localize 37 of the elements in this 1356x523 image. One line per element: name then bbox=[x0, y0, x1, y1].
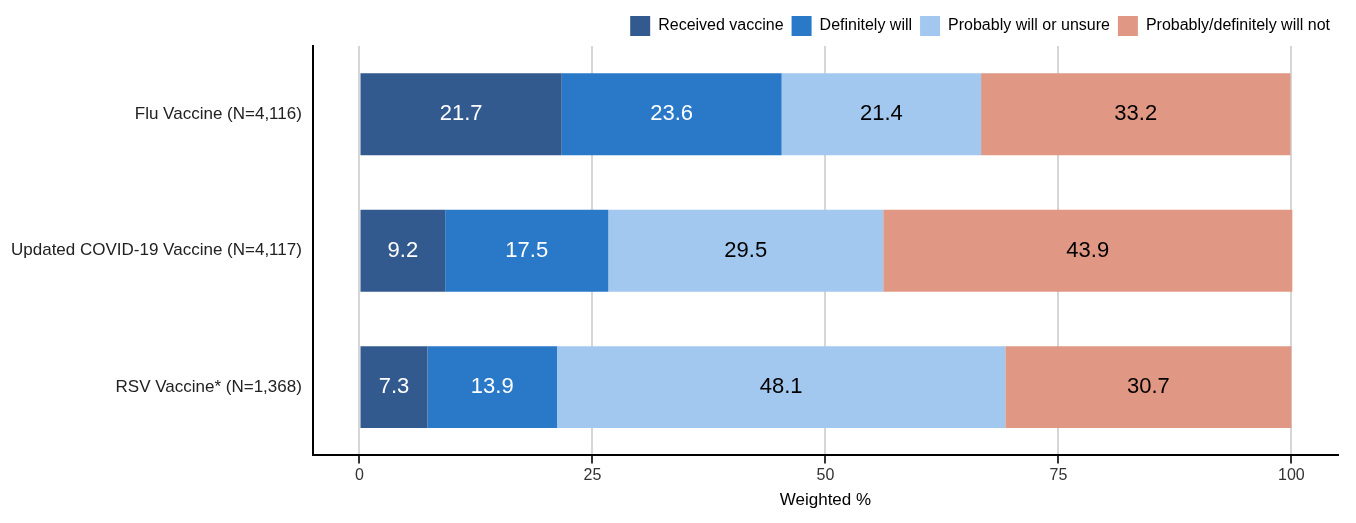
bar bbox=[781, 73, 982, 156]
legend-label: Probably will or unsure bbox=[948, 16, 1111, 34]
x-tick-label: 0 bbox=[355, 466, 365, 484]
bar bbox=[557, 346, 1006, 429]
bar bbox=[883, 209, 1293, 292]
data-label: 33.2 bbox=[1114, 100, 1158, 126]
bar bbox=[608, 209, 884, 292]
bar bbox=[427, 346, 558, 429]
bar bbox=[981, 73, 1291, 156]
legend-label: Received vaccine bbox=[658, 16, 784, 34]
data-label: 21.7 bbox=[439, 100, 483, 126]
y-tick-label: Flu Vaccine (N=4,116) bbox=[134, 103, 302, 123]
bar bbox=[561, 73, 782, 156]
bar bbox=[445, 209, 609, 292]
data-label: 17.5 bbox=[505, 236, 549, 262]
y-tick-label: Updated COVID-19 Vaccine (N=4,117) bbox=[10, 240, 302, 260]
legend-label: Definitely will bbox=[819, 16, 913, 34]
x-tick-label: 25 bbox=[583, 466, 602, 484]
x-tick-label: 75 bbox=[1049, 466, 1068, 484]
data-label: 13.9 bbox=[470, 373, 514, 399]
data-label: 21.4 bbox=[859, 100, 903, 126]
data-label: 30.7 bbox=[1126, 373, 1170, 399]
x-tick-label: 100 bbox=[1278, 466, 1305, 484]
bar bbox=[360, 209, 446, 292]
data-label: 7.3 bbox=[378, 373, 410, 399]
data-label: 29.5 bbox=[724, 236, 768, 262]
data-label: 43.9 bbox=[1066, 236, 1110, 262]
bar bbox=[360, 346, 428, 429]
data-label: 9.2 bbox=[387, 236, 419, 262]
bar bbox=[360, 73, 562, 156]
x-axis-title: Weighted % bbox=[779, 490, 872, 510]
bar bbox=[1005, 346, 1292, 429]
legend-label: Probably/definitely will not bbox=[1145, 16, 1331, 34]
y-tick-label: RSV Vaccine* (N=1,368) bbox=[115, 376, 302, 396]
x-tick-label: 50 bbox=[816, 466, 835, 484]
data-label: 48.1 bbox=[759, 373, 803, 399]
data-label: 23.6 bbox=[650, 100, 694, 126]
